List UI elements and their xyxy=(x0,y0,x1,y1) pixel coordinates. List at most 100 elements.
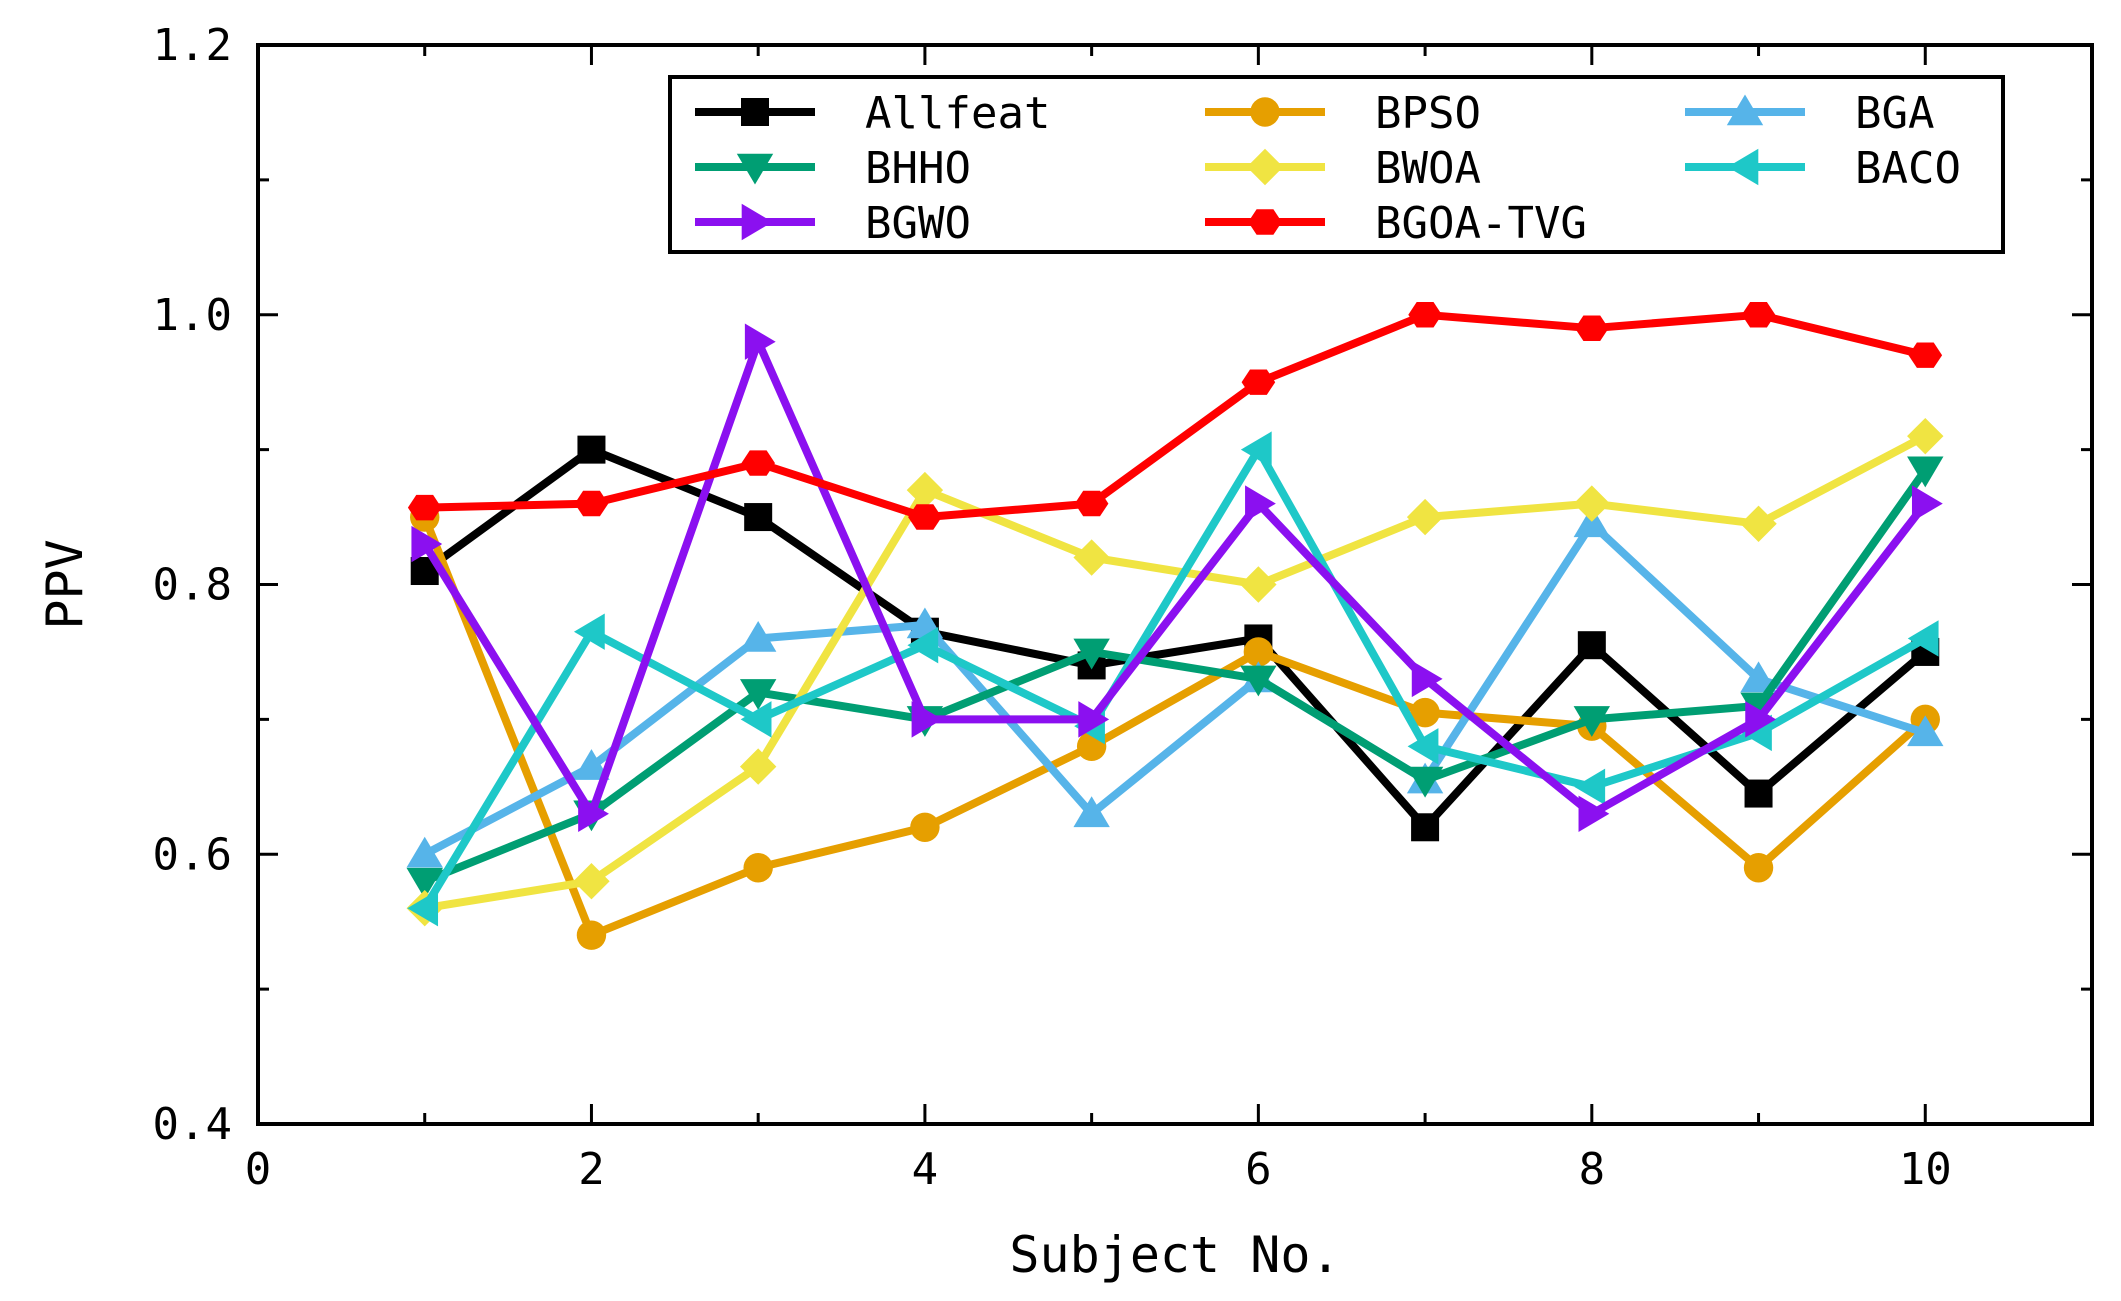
data-point-bgoa-tvg xyxy=(1408,302,1442,328)
legend-label: BGOA-TVG xyxy=(1375,198,1587,249)
data-point-bwoa xyxy=(1240,566,1277,603)
y-tick-label: 1.2 xyxy=(153,20,232,71)
legend-label: BPSO xyxy=(1375,88,1481,139)
data-point-bgwo xyxy=(1578,795,1610,832)
series-bgoa-tvg xyxy=(407,302,1943,530)
series-line-bwoa xyxy=(420,432,1930,913)
data-point-bgoa-tvg xyxy=(407,494,442,521)
legend-item-bga: BGA xyxy=(1685,88,1934,139)
legend-label: BGWO xyxy=(865,198,971,249)
data-point-bgwo xyxy=(1911,485,1943,522)
data-point-bgwo xyxy=(1245,485,1276,522)
legend-label: Allfeat xyxy=(865,88,1050,139)
data-point-bhho xyxy=(739,679,777,710)
legend-label: BGA xyxy=(1855,88,1934,139)
data-point-bwoa xyxy=(739,748,777,785)
data-point-allfeat xyxy=(1744,779,1773,808)
data-point-bpso xyxy=(1743,853,1774,883)
data-point-baco xyxy=(407,890,439,927)
x-tick-label: 10 xyxy=(1899,1144,1952,1195)
series-line-bga xyxy=(420,519,1930,859)
data-point-bgwo xyxy=(1745,701,1777,738)
data-point-bgwo xyxy=(411,525,443,563)
legend-marker xyxy=(1726,94,1764,126)
legend-marker xyxy=(736,153,774,185)
series-line-bpso xyxy=(420,513,1930,940)
series-bhho xyxy=(406,456,1944,899)
data-point-bgoa-tvg xyxy=(908,504,942,530)
legend-item-allfeat: Allfeat xyxy=(695,88,1050,139)
data-point-bhho xyxy=(1073,638,1110,670)
data-point-bga xyxy=(739,620,777,652)
axes: 0 2 4 6 8 10 0.4 0.6 0.8 1.0 1.2 Subject No. PPV xyxy=(36,20,2094,1284)
data-point-allfeat xyxy=(1577,631,1606,660)
data-point-bhho xyxy=(1240,665,1277,697)
data-point-bgoa-tvg xyxy=(1241,369,1276,395)
data-point-bgoa-tvg xyxy=(1575,315,1609,341)
y-axis-title: PPV xyxy=(36,539,94,629)
data-point-bhho xyxy=(1907,456,1944,488)
legend-marker xyxy=(741,98,769,126)
data-point-bga xyxy=(1740,661,1777,693)
data-point-bgoa-tvg xyxy=(741,450,775,476)
legend: Allfeat BPSO BGA BHHO BWOA BACO BGWO BGOA-TVG xyxy=(668,75,2005,254)
data-point-allfeat xyxy=(744,503,773,532)
data-point-bgoa-tvg xyxy=(574,490,609,517)
data-point-bhho xyxy=(1406,766,1444,798)
series-line-baco xyxy=(420,445,1930,913)
series-line-bgwo xyxy=(420,337,1930,818)
data-point-bpso xyxy=(1243,637,1274,667)
data-point-bpso xyxy=(576,920,607,950)
data-point-baco xyxy=(1407,728,1439,765)
legend-label: BACO xyxy=(1855,143,1961,194)
legend-label: BHHO xyxy=(865,143,971,194)
x-tick-label: 2 xyxy=(578,1144,605,1195)
x-tick-label: 0 xyxy=(245,1144,272,1195)
y-tick-label: 1.0 xyxy=(153,290,232,341)
series-line-bgoa-tvg xyxy=(420,310,1930,522)
data-point-baco xyxy=(907,626,939,664)
data-point-allfeat xyxy=(1411,813,1440,842)
legend-marker xyxy=(1250,97,1280,127)
data-point-allfeat xyxy=(577,435,606,464)
legend-marker xyxy=(1248,209,1282,235)
legend-marker xyxy=(1727,148,1759,186)
x-tick-label: 4 xyxy=(912,1144,939,1195)
data-point-bgoa-tvg xyxy=(1908,342,1943,368)
series-line-bhho xyxy=(420,465,1930,886)
data-point-bgwo xyxy=(578,795,609,832)
y-tick-label: 0.4 xyxy=(153,1099,232,1150)
data-point-baco xyxy=(740,701,772,738)
series-baco xyxy=(407,431,1939,927)
data-point-bgwo xyxy=(1078,701,1110,738)
series-bgwo xyxy=(411,323,1943,832)
data-point-bgwo xyxy=(1411,660,1443,698)
data-point-bhho xyxy=(1740,692,1777,724)
data-point-baco xyxy=(1574,768,1606,806)
legend-marker xyxy=(1246,148,1284,186)
legend-marker xyxy=(741,203,773,241)
legend-item-baco: BACO xyxy=(1685,143,1961,194)
legend-item-bhho: BHHO xyxy=(695,143,971,194)
data-point-bhho xyxy=(1573,706,1611,737)
series-bwoa xyxy=(406,417,1944,927)
data-point-bpso xyxy=(743,853,773,883)
data-point-bhho xyxy=(406,867,443,899)
legend-item-bgoa-tvg: BGOA-TVG xyxy=(1205,198,1587,249)
data-point-bgoa-tvg xyxy=(1074,490,1109,517)
data-point-bga xyxy=(1073,796,1110,828)
data-point-bga xyxy=(406,836,443,868)
data-point-bwoa xyxy=(1406,498,1444,536)
data-point-bwoa xyxy=(1073,539,1110,576)
y-tick-label: 0.8 xyxy=(153,560,232,611)
data-point-bgwo xyxy=(744,323,776,360)
data-point-bpso xyxy=(910,812,940,842)
series-bpso xyxy=(410,502,1940,950)
data-point-baco xyxy=(1240,431,1272,468)
data-point-bwoa xyxy=(906,471,944,509)
data-point-bwoa xyxy=(1573,485,1611,522)
legend-item-bgwo: BGWO xyxy=(695,198,971,249)
data-point-bgwo xyxy=(911,701,943,738)
data-point-baco xyxy=(573,613,605,650)
data-point-bgoa-tvg xyxy=(1741,302,1776,328)
